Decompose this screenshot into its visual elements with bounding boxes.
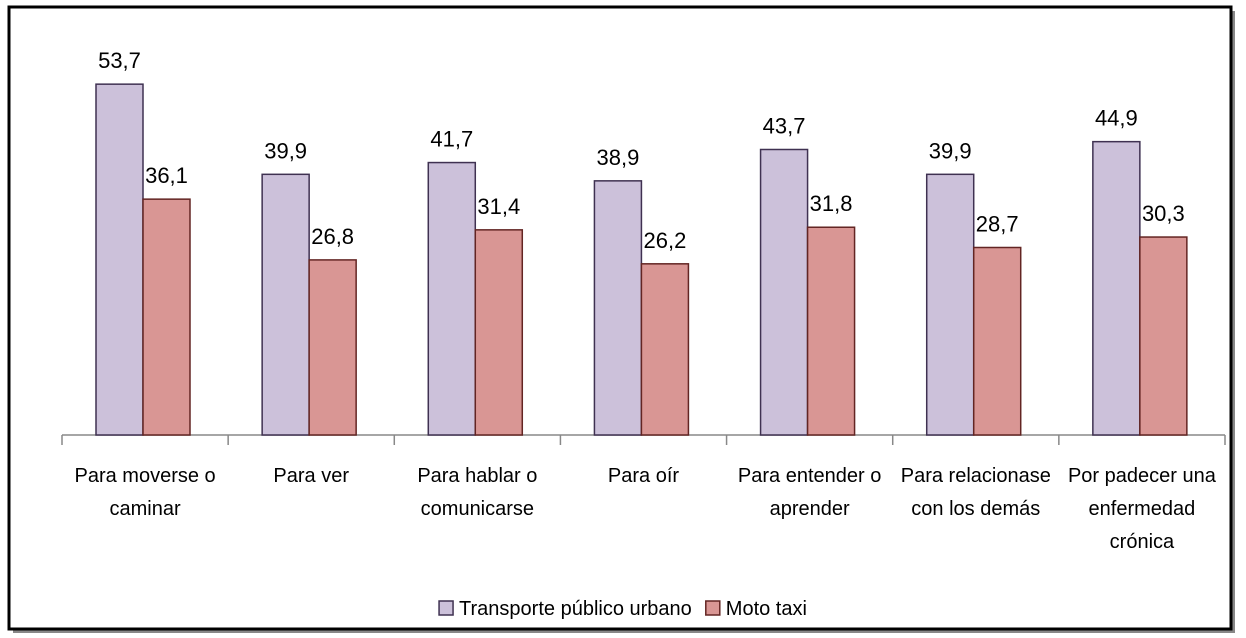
value-label: 39,9 <box>929 138 972 163</box>
legend-label: Moto taxi <box>726 598 807 620</box>
legend-label: Transporte público urbano <box>459 598 692 620</box>
bar <box>925 173 975 436</box>
x-tick-label: Para ver <box>273 465 349 487</box>
value-label: 38,9 <box>597 145 640 170</box>
bar <box>261 173 310 436</box>
value-label: 31,8 <box>810 191 853 216</box>
x-tick-label: Para hablar o comunicarse <box>417 465 537 520</box>
legend-swatch <box>438 600 454 616</box>
value-label: 26,8 <box>311 224 354 249</box>
value-label: 39,9 <box>264 138 307 163</box>
value-label: 31,4 <box>477 194 520 219</box>
value-label: 53,7 <box>98 48 141 73</box>
bar <box>806 226 856 436</box>
value-label: 28,7 <box>976 211 1019 236</box>
value-label: 26,2 <box>644 228 687 253</box>
x-tick-label: Para oír <box>608 465 679 487</box>
bar <box>142 198 191 436</box>
bar <box>759 148 809 436</box>
bar <box>640 263 690 436</box>
value-label: 30,3 <box>1142 201 1185 226</box>
x-tick-label: Para relacionase con los demás <box>901 465 1051 520</box>
bar <box>308 259 357 436</box>
bar <box>593 180 643 436</box>
value-label: 41,7 <box>430 127 473 152</box>
value-label: 44,9 <box>1095 106 1138 131</box>
bar <box>427 161 477 436</box>
bar <box>972 246 1022 436</box>
value-label: 43,7 <box>763 113 806 138</box>
bar <box>474 229 524 436</box>
bar <box>1092 140 1141 436</box>
x-tick-label: Para entender o aprender <box>738 465 881 520</box>
x-tick-label: Para moverse o caminar <box>74 465 215 520</box>
bar <box>1139 236 1188 436</box>
legend-swatch <box>705 600 721 616</box>
value-label: 36,1 <box>145 163 188 188</box>
x-tick-label: Por padecer una enfermedad crónica <box>1068 465 1217 553</box>
bar <box>95 83 144 436</box>
